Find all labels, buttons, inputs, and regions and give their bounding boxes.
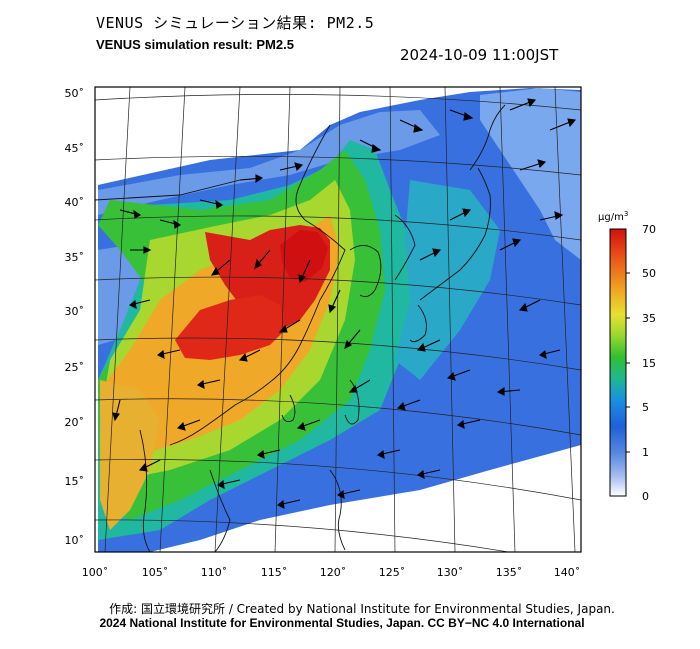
wind-arrow [238, 349, 261, 362]
lat-tick-label: 50˚ [65, 87, 85, 100]
wind-arrow [296, 419, 321, 431]
lat-tick-label: 40˚ [65, 196, 85, 209]
lat-tick-label: 30˚ [65, 305, 85, 318]
wind-arrow [239, 174, 264, 184]
wind-arrow [176, 419, 201, 431]
wind-arrow [112, 399, 121, 422]
title-japanese: VENUS シミュレーション結果: PM2.5 [96, 14, 375, 32]
colorbar: μg/m3 70 50 35 15 5 1 0 [598, 210, 656, 503]
wind-arrow [376, 449, 401, 459]
wind-arrow [549, 118, 577, 131]
lon-tick-label: 110˚ [201, 566, 228, 579]
colorbar-tick-label: 1 [642, 446, 649, 459]
wind-arrow [449, 208, 472, 221]
wind-arrow [519, 159, 547, 171]
wind-arrow [499, 238, 522, 251]
wind-arrow [416, 339, 441, 352]
wind-arrow [518, 299, 541, 312]
credit-japanese: 作成: 国立環境研究所 / Created by National Instit… [109, 602, 615, 616]
colorbar-unit: μg/m3 [598, 210, 628, 223]
lat-tick-label: 10˚ [65, 534, 85, 547]
lon-tick-label: 120˚ [320, 566, 347, 579]
field-lightblue-north [98, 110, 440, 215]
wind-arrow [138, 459, 161, 472]
wind-arrow [539, 211, 564, 221]
field-red-central [175, 295, 285, 360]
wind-vectors [112, 98, 577, 509]
wind-arrow [336, 489, 361, 499]
wind-arrow [538, 349, 561, 359]
wind-arrow [446, 369, 471, 381]
wind-arrow [399, 119, 424, 133]
colorbar-tick-label: 35 [642, 312, 656, 325]
colorbar-tick-label: 5 [642, 401, 649, 414]
wind-arrow [359, 139, 382, 153]
wind-arrow [509, 98, 537, 111]
wind-arrow [159, 219, 182, 229]
field-red-north2 [280, 230, 328, 282]
timestamp: 2024-10-09 11:00JST [400, 46, 559, 64]
lat-tick-label: 45˚ [65, 142, 85, 155]
wind-arrow [128, 299, 151, 309]
colorbar-tick-label: 70 [642, 223, 656, 236]
colorbar-tick-label: 0 [642, 490, 649, 503]
wind-arrow [199, 199, 224, 209]
lon-tick-label: 115˚ [261, 566, 288, 579]
colorbar-ticks: 70 50 35 15 5 1 0 [642, 223, 656, 503]
lon-tick-label: 100˚ [82, 566, 109, 579]
map-frame [94, 86, 582, 553]
wind-arrow [396, 399, 421, 411]
wind-arrow [449, 109, 474, 121]
lat-tick-label: 25˚ [65, 361, 85, 374]
lon-ticks: 100˚ 105˚ 110˚ 115˚ 120˚ 125˚ 130˚ 135˚ … [82, 566, 581, 579]
lon-tick-label: 135˚ [496, 566, 523, 579]
wind-arrow [344, 329, 361, 350]
wind-arrow [419, 248, 442, 261]
wind-arrow [210, 259, 231, 276]
wind-arrow [328, 289, 341, 314]
colorbar-tick-label: 15 [642, 357, 656, 370]
wind-arrow [254, 249, 271, 270]
credit-english: 2024 National Institute for Environmenta… [99, 616, 585, 630]
wind-arrow [348, 379, 371, 393]
wind-arrow [156, 349, 181, 359]
wind-arrow [456, 419, 481, 429]
wind-arrow [416, 469, 441, 479]
colorbar-tick-label: 50 [642, 267, 656, 280]
wind-arrow [216, 479, 241, 489]
lat-ticks: 10˚ 15˚ 20˚ 25˚ 30˚ 35˚ 40˚ 45˚ 50˚ [65, 87, 85, 547]
wind-arrow [298, 259, 311, 284]
lat-tick-label: 35˚ [65, 251, 85, 264]
wind-arrow [256, 449, 281, 459]
wind-arrow [279, 162, 304, 172]
lon-tick-label: 130˚ [437, 566, 464, 579]
colorbar-tick-marks [626, 272, 630, 453]
wind-arrow [119, 209, 142, 219]
colorbar-scale [609, 228, 627, 497]
lon-tick-label: 125˚ [379, 566, 406, 579]
lon-tick-label: 140˚ [554, 566, 581, 579]
wind-arrow [496, 386, 521, 396]
title-english: VENUS simulation result: PM2.5 [96, 37, 294, 52]
wind-arrow [278, 319, 301, 333]
lat-tick-label: 15˚ [65, 475, 85, 488]
field-teal-east [395, 180, 500, 380]
graticule [95, 87, 581, 552]
lon-tick-label: 105˚ [142, 566, 169, 579]
wind-arrow [130, 246, 152, 254]
lat-tick-label: 20˚ [65, 416, 85, 429]
coastlines [95, 104, 506, 552]
wind-arrow [196, 379, 221, 389]
wind-arrow [276, 499, 301, 509]
